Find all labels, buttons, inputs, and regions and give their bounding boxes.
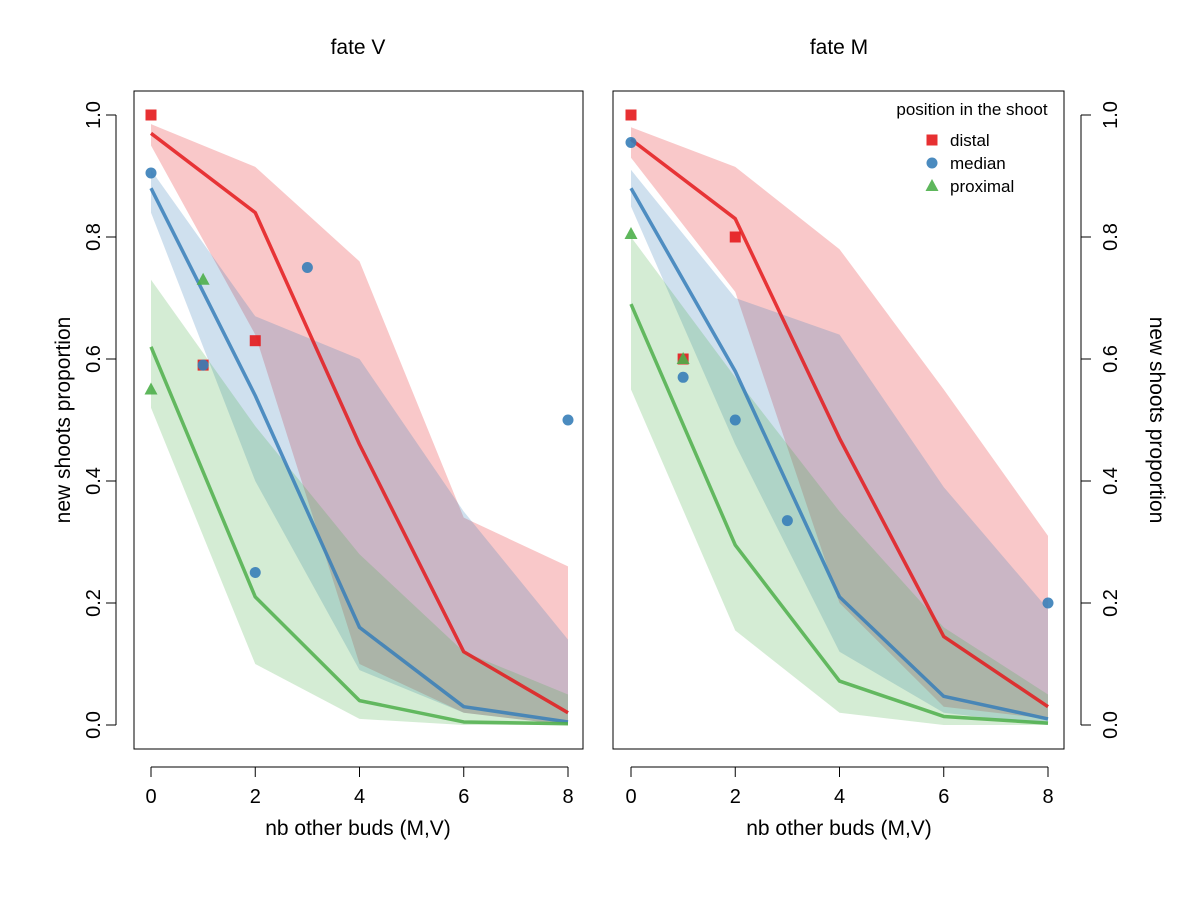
x-tick-label: 8	[1042, 786, 1053, 808]
proximal-fit-line	[629, 303, 1049, 725]
panel-title: fate M	[810, 36, 868, 59]
proximal-confidence-band	[631, 237, 1048, 725]
plot-frame	[612, 90, 1065, 750]
x-tick-label: 8	[562, 786, 573, 808]
legend-label-median: median	[950, 154, 1006, 173]
y-axis-label: new shoots proportion	[1145, 317, 1168, 524]
distal-confidence-band	[631, 127, 1048, 719]
y-tick-label: 0.2	[83, 589, 105, 617]
median-data-point	[1042, 597, 1054, 609]
x-tick-label: 4	[354, 786, 365, 808]
panel-fate-m: fate M nb other buds (M,V) new shoots pr…	[612, 36, 1168, 840]
median-data-point	[145, 167, 157, 179]
proximal-fit-line	[149, 346, 569, 726]
y-tick-label: 1.0	[1100, 101, 1122, 129]
y-tick-label: 0.6	[1100, 345, 1122, 373]
median-data-point	[781, 515, 793, 527]
y-tick-label: 0.2	[1100, 589, 1122, 617]
y-tick-label: 0.8	[1100, 223, 1122, 251]
distal-fit-line	[629, 138, 1049, 709]
y-tick-label: 0.4	[83, 467, 105, 495]
proximal-data-point	[144, 382, 158, 395]
x-tick-label: 0	[145, 786, 156, 808]
median-data-point	[562, 414, 574, 426]
y-tick-label: 0.0	[83, 711, 105, 739]
y-tick-label: 0.8	[83, 223, 105, 251]
y-tick-label: 0.0	[1100, 711, 1122, 739]
y-tick-label: 0.4	[1100, 467, 1122, 495]
x-axis-label: nb other buds (M,V)	[746, 817, 932, 840]
x-tick-label: 0	[625, 786, 636, 808]
legend: position in the shoot distal median proxima…	[896, 100, 1047, 196]
legend-marker-proximal	[925, 179, 939, 191]
median-data-point	[625, 136, 637, 148]
proximal-data-point	[676, 352, 690, 364]
proximal-data-point	[196, 272, 210, 285]
x-tick-label: 4	[834, 786, 845, 808]
median-data-point	[249, 567, 261, 578]
median-data-point	[729, 414, 741, 426]
plot-frame	[133, 90, 584, 750]
y-axis-label: new shoots proportion	[52, 317, 75, 524]
legend-title: position in the shoot	[896, 100, 1047, 119]
median-fit-line	[629, 187, 1049, 721]
panel-title: fate V	[331, 36, 386, 59]
legend-label-proximal: proximal	[950, 177, 1014, 196]
panel-fate-v: fate V nb other buds (M,V) new shoots pr…	[52, 36, 584, 840]
x-axis-label: nb other buds (M,V)	[265, 817, 451, 840]
legend-label-distal: distal	[950, 131, 990, 150]
distal-confidence-band	[151, 124, 568, 725]
median-data-point	[197, 359, 209, 371]
legend-marker-distal	[926, 134, 938, 146]
median-fit-line	[149, 187, 569, 724]
median-confidence-band	[631, 169, 1048, 725]
distal-data-point	[145, 109, 157, 121]
distal-fit-line	[149, 131, 569, 715]
distal-data-point	[249, 335, 261, 347]
distal-data-point	[729, 231, 741, 243]
median-data-point	[677, 371, 689, 383]
proximal-data-point	[624, 226, 638, 239]
y-tick-label: 1.0	[83, 101, 105, 129]
x-tick-label: 2	[250, 786, 261, 808]
x-tick-label: 2	[730, 786, 741, 808]
proximal-confidence-band	[151, 279, 568, 725]
x-tick-label: 6	[458, 786, 469, 808]
median-data-point	[301, 262, 313, 273]
distal-data-point	[625, 109, 637, 121]
x-tick-label: 6	[938, 786, 949, 808]
legend-marker-median	[926, 157, 938, 169]
y-tick-label: 0.6	[83, 345, 105, 373]
